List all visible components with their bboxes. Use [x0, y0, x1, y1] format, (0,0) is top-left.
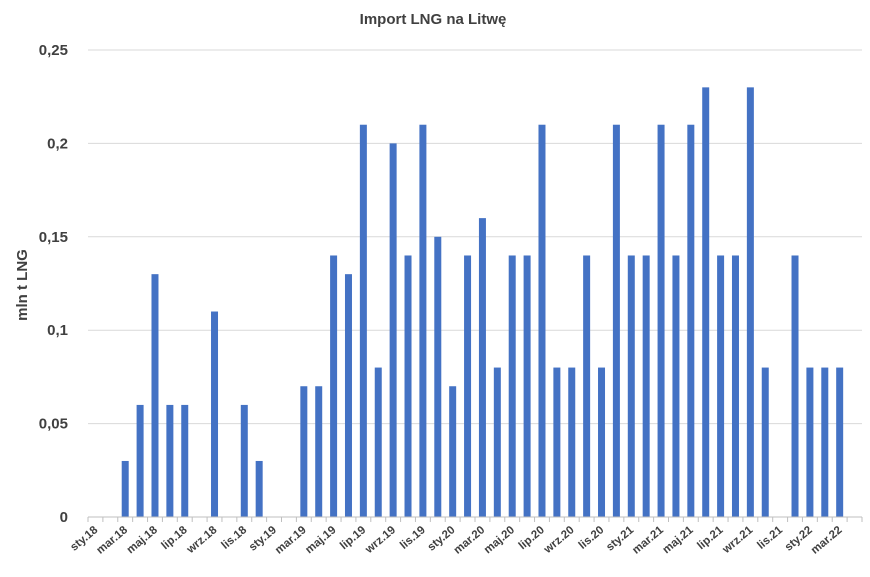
- bar: [121, 460, 129, 517]
- bar: [806, 367, 814, 517]
- chart-title: Import LNG na Litwę: [360, 11, 507, 28]
- y-tick-label: 0: [60, 509, 68, 526]
- bar: [508, 255, 516, 518]
- x-tick-label: wrz.20: [541, 524, 576, 556]
- bar: [761, 367, 769, 517]
- x-tick-label: wrz.19: [363, 524, 398, 556]
- x-tick-label: wrz.18: [184, 524, 220, 557]
- bar: [449, 386, 457, 517]
- bar: [791, 255, 799, 518]
- bar: [627, 255, 635, 518]
- gridlines: [88, 49, 862, 425]
- bar: [211, 311, 219, 517]
- bar: [553, 367, 561, 517]
- bar: [836, 367, 844, 517]
- x-tick-label: lis.21: [755, 524, 785, 552]
- y-axis-label: mln t LNG: [14, 249, 31, 321]
- bar: [404, 255, 412, 518]
- bar: [523, 255, 531, 518]
- bars: [121, 87, 844, 518]
- bar: [464, 255, 472, 518]
- x-tick-label: mar.19: [273, 524, 309, 557]
- bar: [612, 124, 620, 517]
- bar: [374, 367, 382, 517]
- bar: [702, 87, 710, 518]
- y-axis-ticks: 0 0,05 0,1 0,15 0,2 0,25: [39, 42, 68, 526]
- bar: [583, 255, 591, 518]
- y-tick-label: 0,2: [47, 135, 68, 152]
- bar: [300, 386, 308, 517]
- x-tick-label: lis.20: [577, 524, 607, 552]
- bar: [478, 218, 486, 517]
- x-tick-label: lis.18: [219, 524, 249, 552]
- bar: [255, 460, 263, 517]
- bar: [330, 255, 338, 518]
- x-tick-label: maj.21: [661, 524, 697, 557]
- bar: [151, 274, 159, 517]
- x-tick-label: wrz.21: [720, 524, 756, 557]
- x-tick-label: lis.19: [398, 524, 428, 552]
- y-tick-label: 0,1: [47, 322, 68, 339]
- bar: [717, 255, 725, 518]
- x-tick-label: maj.19: [303, 524, 338, 556]
- x-tick-label: mar.21: [630, 524, 666, 557]
- x-tick-label: maj.20: [482, 524, 517, 556]
- bar: [166, 404, 174, 517]
- y-tick-label: 0,15: [39, 229, 68, 246]
- x-tick-label: mar.18: [95, 524, 131, 557]
- bar: [419, 124, 427, 517]
- bar: [642, 255, 650, 518]
- x-tick-label: mar.20: [452, 524, 488, 557]
- bar: [731, 255, 739, 518]
- bar: [657, 124, 665, 517]
- bar: [240, 404, 248, 517]
- bar: [687, 124, 695, 517]
- bar: [136, 404, 144, 517]
- bar: [568, 367, 576, 517]
- bar: [538, 124, 546, 517]
- y-tick-label: 0,05: [39, 416, 68, 433]
- bar: [434, 236, 442, 518]
- bar: [746, 87, 754, 518]
- bar: [344, 274, 352, 517]
- bar: [359, 124, 367, 517]
- x-tick-label: mar.22: [809, 524, 845, 557]
- x-tick-label: maj.18: [125, 524, 161, 557]
- bar: [672, 255, 680, 518]
- y-tick-label: 0,25: [39, 42, 68, 59]
- bar: [493, 367, 501, 517]
- bar: [181, 404, 189, 517]
- x-axis: [87, 516, 863, 522]
- bar: [821, 367, 829, 517]
- bar: [315, 386, 323, 517]
- bar: [598, 367, 606, 517]
- bar: [389, 143, 397, 517]
